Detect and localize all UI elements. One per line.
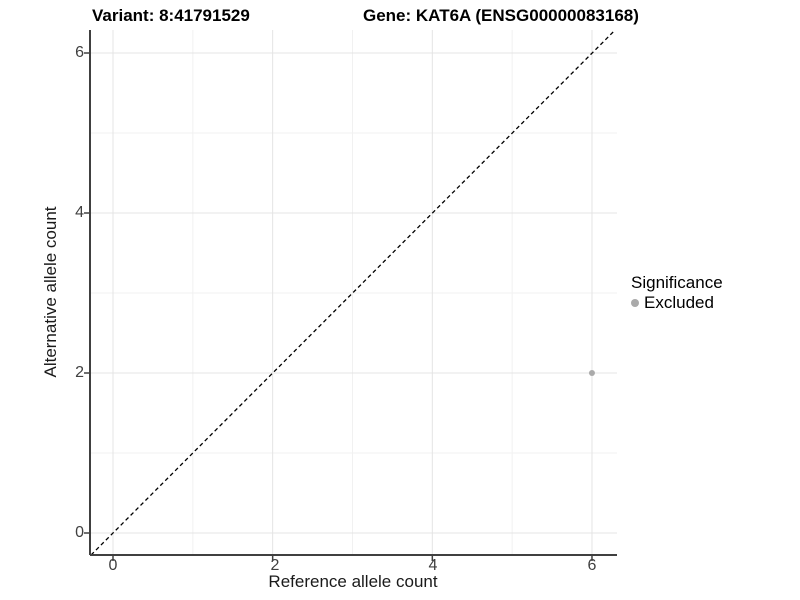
legend-item-label: Excluded bbox=[644, 293, 714, 312]
gene-title: Gene: KAT6A (ENSG00000083168) bbox=[363, 6, 639, 25]
y-tick-label-4: 4 bbox=[75, 204, 84, 221]
y-axis-title: Alternative allele count bbox=[41, 206, 60, 378]
x-axis-title: Reference allele count bbox=[268, 572, 438, 591]
x-tick-label-4: 4 bbox=[428, 557, 438, 574]
y-tick-label-6: 6 bbox=[75, 44, 84, 61]
x-tick-label-6: 6 bbox=[587, 557, 597, 574]
variant-title: Variant: 8:41791529 bbox=[92, 6, 250, 25]
y-tick-label-0: 0 bbox=[75, 524, 84, 541]
x-tick-label-2: 2 bbox=[270, 557, 280, 574]
identity-reference-line bbox=[90, 29, 616, 556]
x-tick-label-0: 0 bbox=[108, 557, 118, 574]
legend-title: Significance bbox=[631, 273, 723, 292]
legend-key-dot-icon bbox=[631, 298, 639, 307]
data-point bbox=[588, 370, 595, 376]
y-tick-label-2: 2 bbox=[75, 364, 84, 381]
legend: Significance Excluded bbox=[631, 273, 723, 312]
legend-item-excluded: Excluded bbox=[631, 293, 723, 312]
